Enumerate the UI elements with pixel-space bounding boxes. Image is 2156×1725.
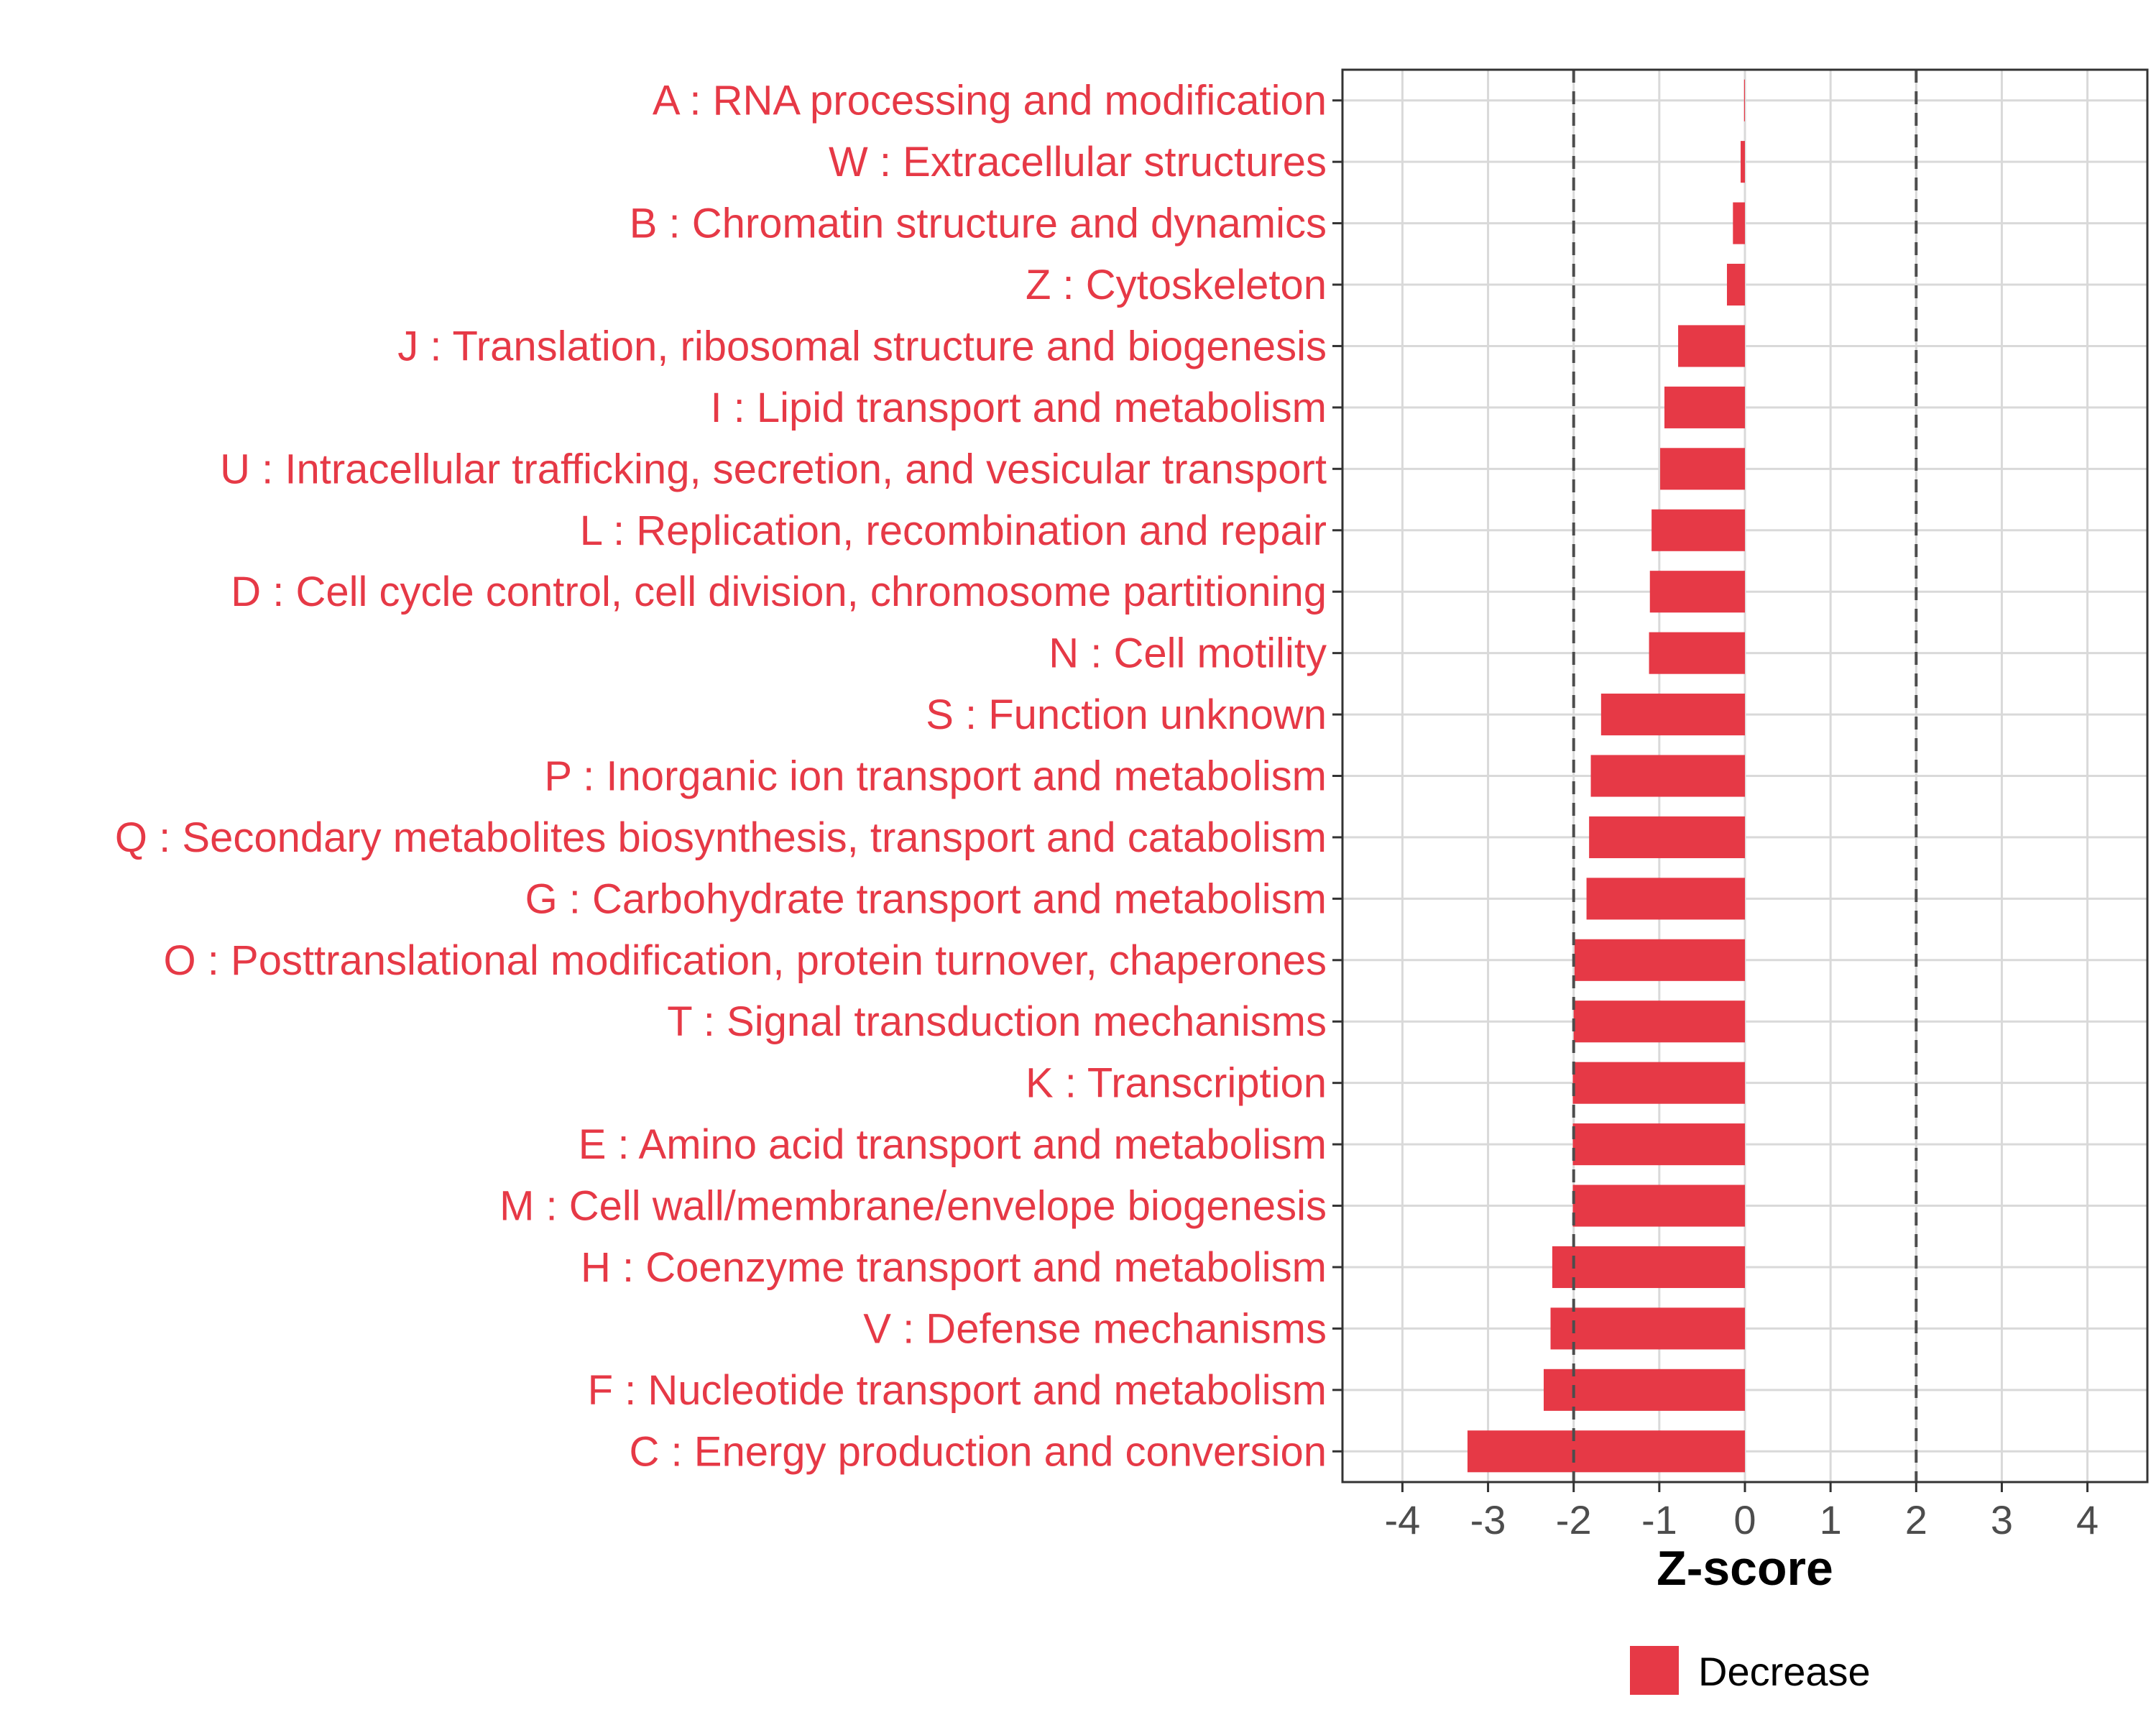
category-label: W : Extracellular structures xyxy=(829,139,1327,185)
bar xyxy=(1733,202,1745,244)
category-label: S : Function unknown xyxy=(926,691,1327,738)
category-label: U : Intracellular trafficking, secretion… xyxy=(220,446,1327,492)
category-label: M : Cell wall/membrane/envelope biogenes… xyxy=(499,1183,1327,1230)
bar xyxy=(1467,1430,1745,1473)
bar xyxy=(1573,1000,1745,1043)
category-label: O : Posttranslational modification, prot… xyxy=(164,937,1327,984)
category-label: T : Signal transduction mechanisms xyxy=(667,998,1327,1045)
category-label: V : Defense mechanisms xyxy=(863,1305,1327,1352)
x-tick-label: 4 xyxy=(2076,1497,2099,1542)
x-tick-label: 3 xyxy=(1991,1497,2013,1542)
bar xyxy=(1574,939,1745,981)
legend-label-decrease: Decrease xyxy=(1698,1649,1871,1694)
bar xyxy=(1649,632,1745,674)
category-label: L : Replication, recombination and repai… xyxy=(580,507,1327,554)
bar xyxy=(1651,509,1745,551)
category-label: A : RNA processing and modification xyxy=(653,78,1327,124)
category-label: N : Cell motility xyxy=(1049,630,1327,677)
category-label: F : Nucleotide transport and metabolism xyxy=(588,1367,1327,1414)
category-label: Q : Secondary metabolites biosynthesis, … xyxy=(115,814,1327,861)
category-label: K : Transcription xyxy=(1026,1060,1327,1107)
category-label: H : Coenzyme transport and metabolism xyxy=(581,1244,1327,1291)
category-label: E : Amino acid transport and metabolism xyxy=(579,1121,1327,1168)
x-tick-label: -1 xyxy=(1641,1497,1677,1542)
bar xyxy=(1743,79,1745,121)
x-tick-label: 2 xyxy=(1905,1497,1927,1542)
legend: Decrease xyxy=(1630,1646,1871,1695)
category-label: P : Inorganic ion transport and metaboli… xyxy=(544,753,1327,800)
category-label: J : Translation, ribosomal structure and… xyxy=(397,323,1327,369)
category-label: D : Cell cycle control, cell division, c… xyxy=(231,569,1327,615)
bar xyxy=(1572,1123,1745,1166)
bar xyxy=(1589,816,1745,858)
x-tick-label: -3 xyxy=(1470,1497,1506,1542)
x-axis-title: Z-score xyxy=(1657,1541,1833,1596)
bar xyxy=(1741,141,1745,183)
bar xyxy=(1660,448,1745,490)
bar xyxy=(1572,1062,1745,1104)
bar xyxy=(1649,571,1745,613)
bar xyxy=(1586,878,1745,920)
x-tick-label: -4 xyxy=(1385,1497,1421,1542)
bar xyxy=(1544,1368,1745,1411)
legend-swatch-decrease xyxy=(1630,1646,1679,1695)
x-tick-label: 0 xyxy=(1733,1497,1756,1542)
category-label: B : Chromatin structure and dynamics xyxy=(630,201,1327,247)
category-label: Z : Cytoskeleton xyxy=(1026,262,1327,308)
x-tick-label: -2 xyxy=(1556,1497,1592,1542)
bar xyxy=(1572,1184,1745,1227)
category-label: C : Energy production and conversion xyxy=(630,1428,1327,1475)
bar xyxy=(1552,1246,1745,1289)
bar xyxy=(1664,386,1745,428)
category-label: I : Lipid transport and metabolism xyxy=(710,385,1327,431)
x-tick-label: 1 xyxy=(1820,1497,1842,1542)
bar xyxy=(1590,755,1745,797)
bar xyxy=(1550,1307,1745,1350)
bar xyxy=(1678,325,1745,367)
bar xyxy=(1726,263,1745,306)
category-label: G : Carbohydrate transport and metabolis… xyxy=(525,875,1327,922)
bar xyxy=(1600,694,1745,736)
